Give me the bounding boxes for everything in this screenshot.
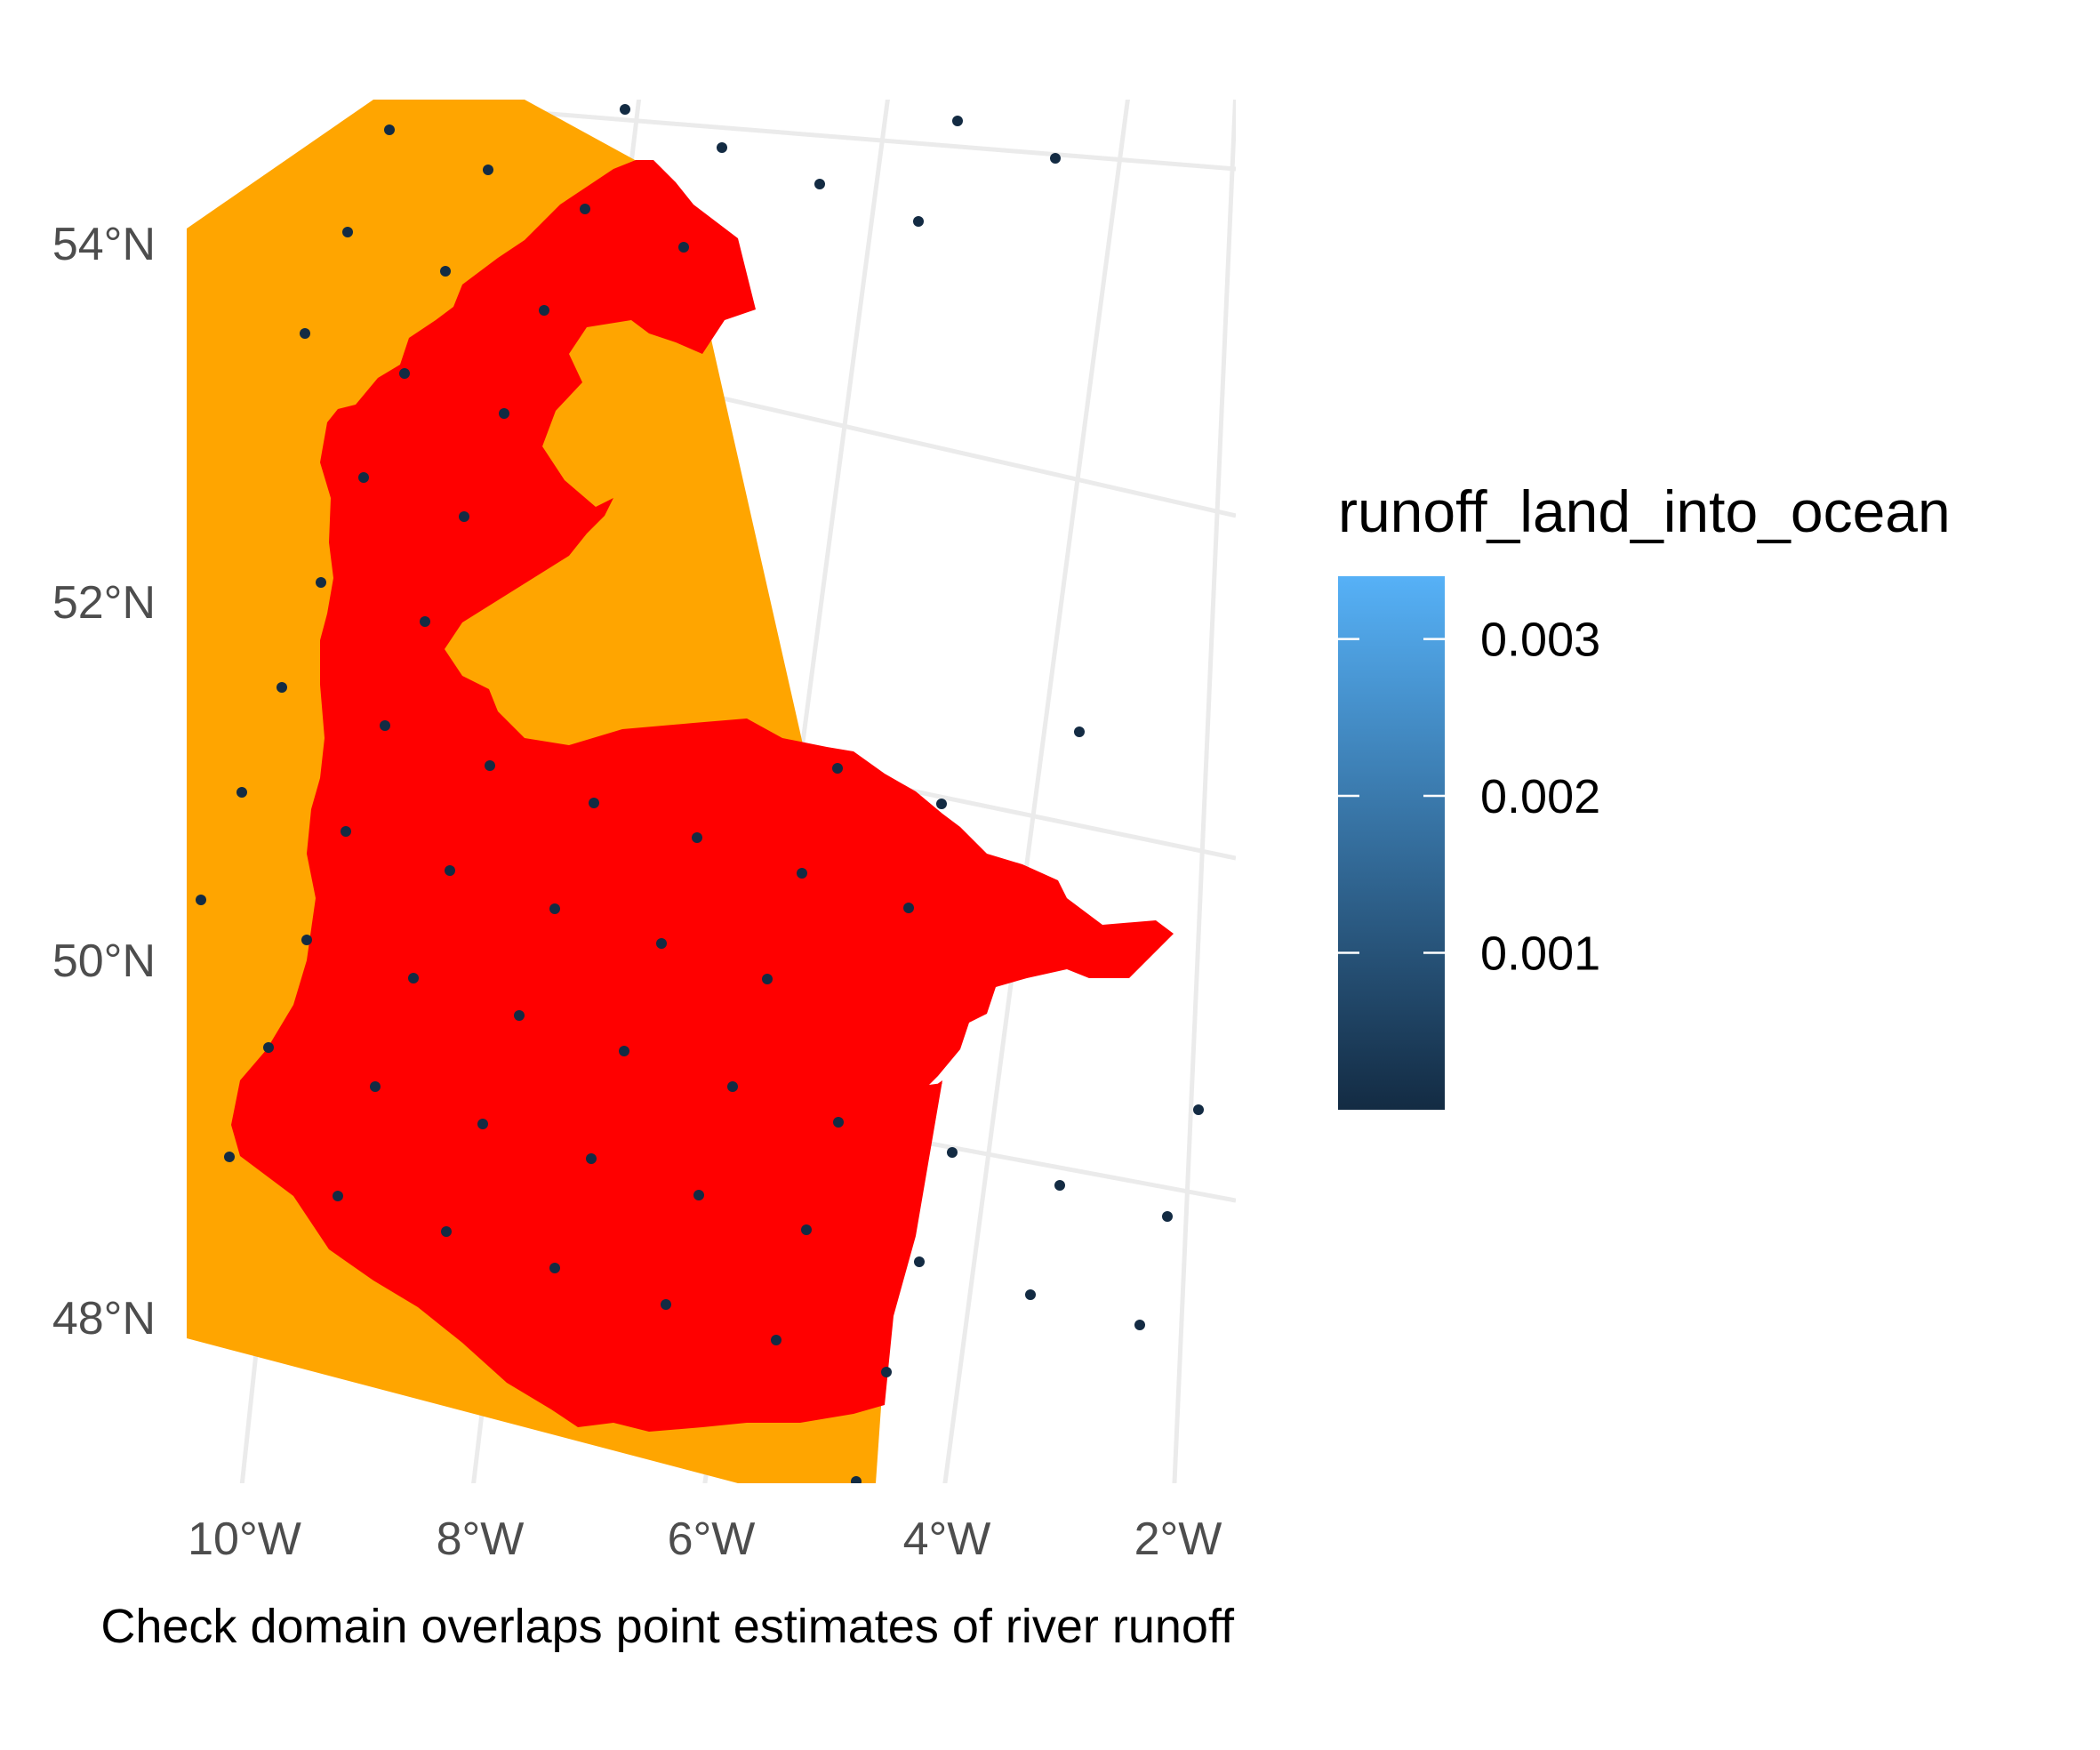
runoff-point [656, 938, 667, 949]
runoff-point [539, 305, 549, 316]
runoff-point [580, 204, 590, 214]
runoff-point [483, 165, 493, 175]
x-axis: 10°W 8°W 6°W 4°W 2°W [188, 1513, 1222, 1565]
runoff-point [384, 124, 395, 135]
runoff-point [771, 1335, 781, 1345]
x-tick-label: 4°W [903, 1513, 991, 1565]
legend-label: 0.003 [1480, 614, 1600, 667]
y-tick-label: 52°N [52, 577, 156, 629]
runoff-point [832, 763, 843, 774]
runoff-point [263, 1042, 274, 1053]
runoff-point [717, 142, 727, 153]
runoff-point [1050, 153, 1061, 164]
runoff-point [814, 179, 825, 189]
runoff-point [914, 1256, 925, 1267]
runoff-point [620, 104, 630, 115]
x-tick-label: 6°W [668, 1513, 756, 1565]
runoff-point [485, 760, 495, 771]
runoff-point [801, 1224, 812, 1235]
runoff-point [333, 1191, 343, 1201]
x-tick-label: 10°W [188, 1513, 301, 1565]
runoff-point [459, 511, 469, 522]
y-axis: 54°N 52°N 50°N 48°N [52, 219, 156, 1345]
runoff-point [477, 1119, 488, 1129]
runoff-point [300, 328, 310, 339]
runoff-point [952, 116, 963, 126]
runoff-point [797, 868, 807, 879]
runoff-point [678, 242, 689, 253]
runoff-point [692, 832, 702, 843]
runoff-point [727, 1081, 738, 1092]
legend-colorbar [1338, 576, 1445, 1110]
legend-label: 0.001 [1480, 927, 1600, 981]
runoff-point [589, 798, 599, 808]
x-tick-label: 2°W [1134, 1513, 1222, 1565]
y-tick-label: 54°N [52, 219, 156, 270]
y-tick-label: 50°N [52, 935, 156, 987]
runoff-point [420, 616, 430, 627]
runoff-point [947, 1147, 958, 1158]
runoff-point [342, 227, 353, 237]
legend-label: 0.002 [1480, 770, 1600, 823]
runoff-point [370, 1081, 381, 1092]
runoff-point [1025, 1289, 1036, 1300]
runoff-point [762, 974, 773, 984]
runoff-point [619, 1046, 629, 1056]
runoff-point [1193, 1104, 1204, 1115]
runoff-point [499, 408, 509, 419]
runoff-point [380, 720, 390, 731]
runoff-point [586, 1153, 597, 1164]
runoff-point [833, 1117, 844, 1128]
y-tick-label: 48°N [52, 1293, 156, 1345]
runoff-point [851, 1476, 862, 1483]
runoff-point [440, 266, 451, 277]
runoff-point [549, 903, 560, 914]
runoff-point [514, 1010, 525, 1021]
runoff-point [661, 1299, 671, 1310]
runoff-point [1074, 726, 1085, 737]
runoff-point [277, 682, 287, 693]
x-tick-label: 8°W [437, 1513, 525, 1565]
runoff-point [1162, 1211, 1173, 1222]
legend-title: runoff_land_into_ocean [1338, 478, 1951, 544]
runoff-points [196, 104, 1204, 1483]
runoff-point [903, 903, 914, 913]
runoff-point [408, 973, 419, 983]
graticule-line-2w [1172, 100, 1236, 1483]
runoff-point [1134, 1320, 1145, 1330]
legend: runoff_land_into_ocean 0.003 0.002 0.001 [1338, 478, 1951, 1110]
runoff-point [881, 1367, 892, 1377]
runoff-point [936, 799, 947, 809]
graticule-line-4w [942, 100, 1130, 1483]
runoff-point [236, 787, 247, 798]
runoff-point [549, 1263, 560, 1273]
runoff-point [341, 826, 351, 837]
runoff-point [196, 895, 206, 905]
runoff-point [445, 865, 455, 876]
runoff-point [913, 216, 924, 227]
legend-ticks: 0.003 0.002 0.001 [1338, 614, 1600, 981]
runoff-point [316, 577, 326, 588]
runoff-point [693, 1190, 704, 1200]
runoff-point [441, 1226, 452, 1237]
runoff-point [1054, 1180, 1065, 1191]
runoff-point [301, 935, 312, 945]
runoff-point [358, 472, 369, 483]
runoff-point [224, 1152, 235, 1162]
map-caption: Check domain overlaps point estimates of… [100, 1600, 1235, 1653]
map-panel [187, 100, 1236, 1483]
model-grid-polygon [231, 160, 1174, 1432]
runoff-point [399, 368, 410, 379]
